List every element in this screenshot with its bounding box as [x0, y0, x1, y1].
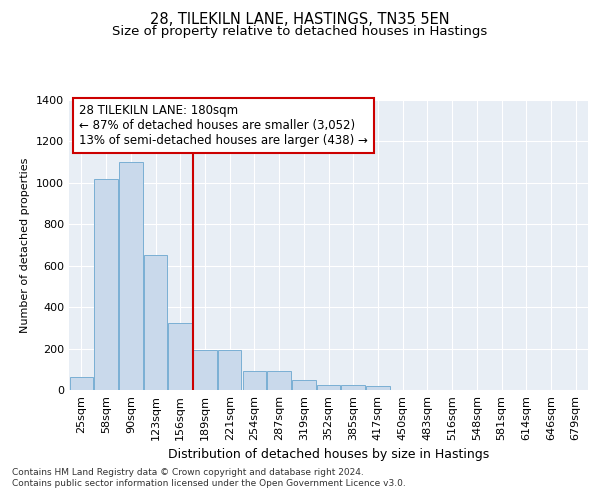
Bar: [144, 256, 167, 390]
Bar: [169, 322, 192, 390]
Bar: [119, 162, 143, 390]
Text: Contains HM Land Registry data © Crown copyright and database right 2024.
Contai: Contains HM Land Registry data © Crown c…: [12, 468, 406, 487]
Text: Size of property relative to detached houses in Hastings: Size of property relative to detached ho…: [112, 25, 488, 38]
Bar: [242, 372, 266, 390]
Y-axis label: Number of detached properties: Number of detached properties: [20, 158, 31, 332]
Bar: [341, 385, 365, 390]
Text: 28 TILEKILN LANE: 180sqm
← 87% of detached houses are smaller (3,052)
13% of sem: 28 TILEKILN LANE: 180sqm ← 87% of detach…: [79, 104, 368, 148]
Bar: [292, 380, 316, 390]
Bar: [218, 350, 241, 390]
Bar: [268, 372, 291, 390]
X-axis label: Distribution of detached houses by size in Hastings: Distribution of detached houses by size …: [168, 448, 489, 462]
Text: 28, TILEKILN LANE, HASTINGS, TN35 5EN: 28, TILEKILN LANE, HASTINGS, TN35 5EN: [150, 12, 450, 28]
Bar: [193, 350, 217, 390]
Bar: [94, 178, 118, 390]
Bar: [366, 386, 389, 390]
Bar: [70, 376, 93, 390]
Bar: [317, 385, 340, 390]
